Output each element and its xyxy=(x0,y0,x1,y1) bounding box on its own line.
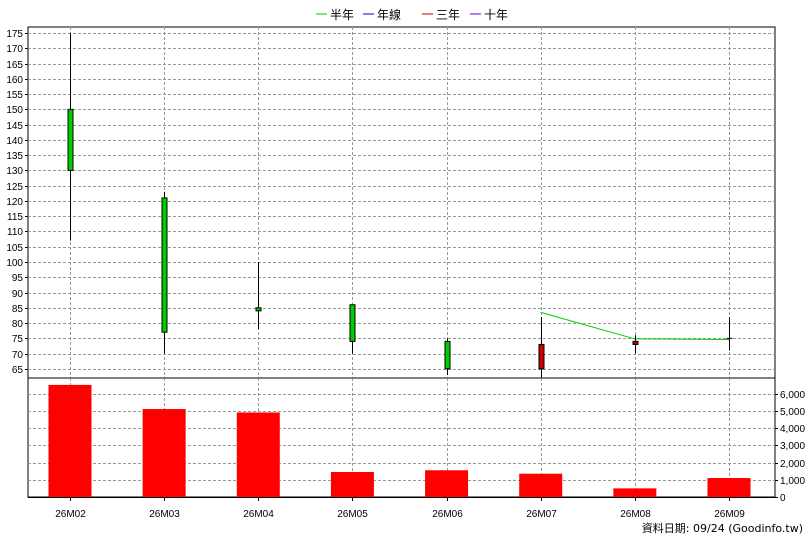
volume-plot-frame xyxy=(27,377,776,498)
candle-body xyxy=(349,304,356,342)
legend-label: 年線 xyxy=(377,7,401,22)
volume-bar xyxy=(142,409,186,497)
candle xyxy=(349,304,356,354)
moving-average-line xyxy=(540,311,730,341)
volume-tick-label: 2,000 xyxy=(780,459,805,470)
x-tick-label: 26M05 xyxy=(337,509,368,520)
volume-tick-label: 5,000 xyxy=(780,407,805,418)
price-tick-label: 70 xyxy=(12,350,24,361)
price-tick-label: 170 xyxy=(6,44,23,55)
data-date-footer: 資料日期: 09/24 (Goodinfo.tw) xyxy=(642,521,803,535)
volume-bar xyxy=(425,470,469,497)
price-tick-label: 115 xyxy=(7,212,23,223)
price-tick-label: 65 xyxy=(12,365,24,376)
legend-item: 三年 xyxy=(422,8,460,22)
volume-tick-label: 1,000 xyxy=(780,476,805,487)
volume-bar xyxy=(519,473,563,497)
price-tick-label: 80 xyxy=(12,319,24,330)
price-tick-label: 90 xyxy=(12,289,24,300)
candle xyxy=(726,316,733,351)
volume-tick-label: 6,000 xyxy=(780,390,805,401)
volume-tick-label: 3,000 xyxy=(780,441,805,452)
legend-item: 年線 xyxy=(363,7,401,22)
candle xyxy=(67,33,74,241)
price-tick-label: 160 xyxy=(6,75,23,86)
candle-body xyxy=(538,343,545,370)
x-tick-label: 26M03 xyxy=(149,509,180,520)
chart-legend: 半年 年線 三年 十年 xyxy=(316,7,508,22)
price-tick-label: 130 xyxy=(6,166,23,177)
price-tick-label: 95 xyxy=(12,273,24,284)
price-tick-label: 155 xyxy=(6,90,23,101)
price-tick-label: 75 xyxy=(12,334,24,345)
x-tick-label: 26M08 xyxy=(620,509,651,520)
x-axis: 26M02 26M03 26M04 26M05 26M06 26M07 26M08 26M09 xyxy=(55,497,745,520)
volume-bar xyxy=(236,412,280,497)
volume-bar xyxy=(330,471,374,497)
candle-body xyxy=(161,197,168,333)
candle-body xyxy=(632,340,639,345)
x-tick-label: 26M04 xyxy=(243,509,274,520)
price-plot-frame xyxy=(27,26,776,379)
price-tick-label: 135 xyxy=(6,151,23,162)
legend-label: 十年 xyxy=(484,8,508,22)
candle-body xyxy=(444,340,451,370)
price-tick-label: 150 xyxy=(6,105,23,116)
volume-tick-label: 4,000 xyxy=(780,424,805,435)
volume-bar xyxy=(613,488,657,497)
price-panel: 65 70 75 80 85 90 95 100 105 110 115 120 125 130 135 14… xyxy=(6,26,776,379)
volume-bar xyxy=(707,478,751,497)
price-tick-label: 140 xyxy=(6,136,23,147)
price-tick-label: 105 xyxy=(6,243,23,254)
price-tick-label: 100 xyxy=(6,258,23,269)
volume-panel: 0 1,000 2,000 3,000 4,000 5,000 6,000 xyxy=(27,377,805,504)
legend-label: 半年 xyxy=(330,8,354,22)
volume-bar xyxy=(48,384,92,497)
candle xyxy=(161,191,168,354)
legend-item: 十年 xyxy=(470,8,508,22)
candle xyxy=(632,335,639,354)
candle xyxy=(255,262,262,330)
x-tick-label: 26M07 xyxy=(526,509,557,520)
candle-body xyxy=(255,307,262,312)
candle xyxy=(444,338,451,375)
legend-label: 三年 xyxy=(436,8,460,22)
price-tick-label: 120 xyxy=(6,197,23,208)
candle-body xyxy=(67,108,74,171)
candle xyxy=(538,316,545,378)
price-tick-label: 145 xyxy=(6,121,23,132)
volume-tick-label: 0 xyxy=(780,493,786,504)
x-tick-label: 26M09 xyxy=(714,509,745,520)
price-tick-label: 125 xyxy=(6,182,23,193)
price-tick-label: 175 xyxy=(6,29,23,40)
x-tick-label: 26M06 xyxy=(432,509,463,520)
price-tick-label: 85 xyxy=(12,304,24,315)
x-tick-label: 26M02 xyxy=(55,509,86,520)
price-tick-label: 165 xyxy=(6,60,23,71)
price-tick-label: 110 xyxy=(7,227,23,238)
legend-item: 半年 xyxy=(316,8,354,22)
